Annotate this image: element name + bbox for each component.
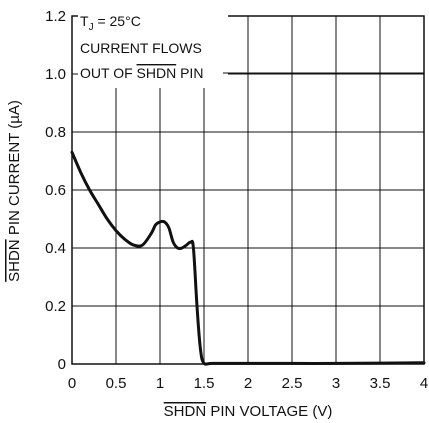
x-tick-label: 2.5 (282, 375, 303, 392)
annotation-temperature: TJ = 25°C (80, 13, 141, 33)
x-tick-label: 3.5 (370, 375, 391, 392)
x-tick-label: 1 (156, 375, 164, 392)
y-tick-label: 1.2 (45, 8, 66, 25)
x-tick-label: 0 (68, 375, 76, 392)
x-tick-label: 2 (244, 375, 252, 392)
annotation-out-of-pin: OUT OF SHDN PIN (80, 65, 203, 81)
y-tick-label: 0.2 (45, 298, 66, 315)
y-tick-label: 1.0 (45, 66, 66, 83)
annotation-current-flows: CURRENT FLOWS (80, 40, 202, 56)
y-axis-label: SHDN PIN CURRENT (µA) (6, 100, 23, 282)
series-line (70, 150, 426, 366)
y-tick-label: 0.6 (45, 182, 66, 199)
y-tick-labels: 0 0.2 0.4 0.6 0.8 1.0 1.2 (45, 8, 66, 373)
annotation-background (78, 8, 228, 88)
y-tick-label: 0.8 (45, 124, 66, 141)
x-axis-label: SHDN PIN VOLTAGE (V) (164, 403, 333, 420)
y-tick-label: 0.4 (45, 240, 66, 257)
x-tick-label: 4 (420, 375, 428, 392)
x-tick-label: 1.5 (194, 375, 215, 392)
y-tick-label: 0 (58, 356, 66, 373)
x-tick-label: 0.5 (106, 375, 127, 392)
x-tick-label: 3 (332, 375, 340, 392)
x-tick-labels: 0 0.5 1 1.5 2 2.5 3 3.5 4 (68, 375, 428, 392)
